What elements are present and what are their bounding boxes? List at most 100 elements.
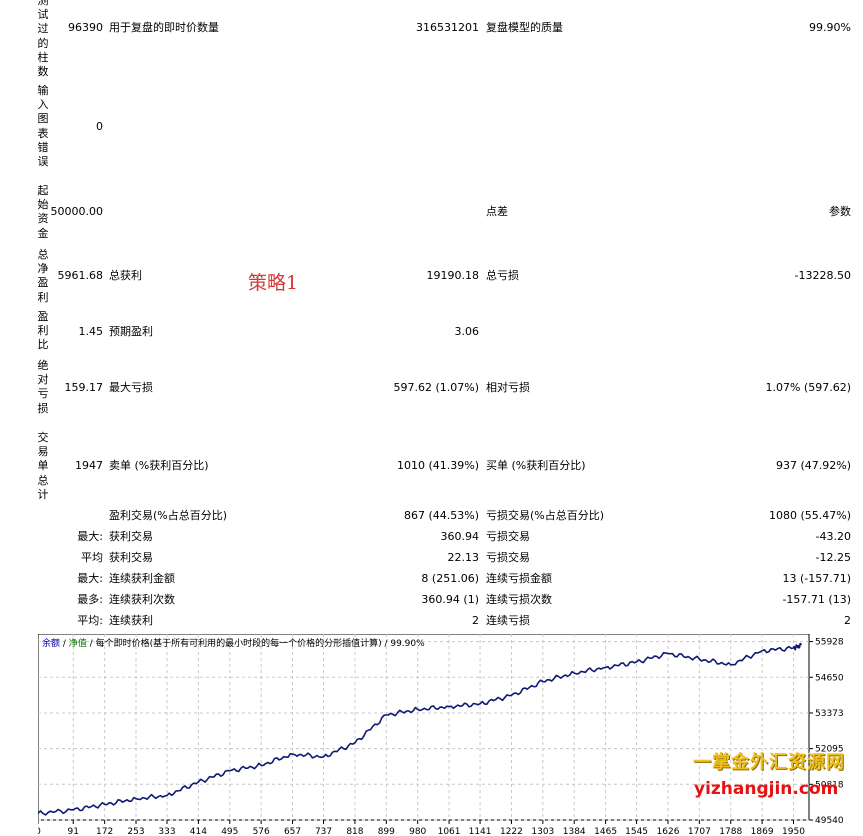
largest-profit-label: 获利交易: [109, 530, 153, 543]
short-positions-label: 卖单 (%获利百分比): [109, 459, 209, 472]
relative-drawdown-label: 相对亏损: [486, 381, 530, 394]
x-tick-label: 1061: [438, 827, 461, 836]
watermark-brand: 一掌金外汇资源网: [693, 752, 845, 773]
x-tick-label: 172: [96, 827, 113, 836]
largest-loss-label: 亏损交易: [486, 530, 530, 543]
maximal-label: 最多:: [77, 593, 103, 606]
ticks-modelled-label: 用于复盘的即时价数量: [109, 21, 219, 34]
average-profit-value: 22.13: [447, 551, 480, 564]
balance-line: [38, 642, 803, 816]
total-trades-value: 1947: [75, 459, 103, 472]
chart-errors-label: 输入图表错误: [37, 84, 49, 169]
chart-quality: 99.90%: [390, 639, 425, 649]
x-tick-label: 980: [409, 827, 426, 836]
gross-loss-label: 总亏损: [486, 269, 519, 282]
average-label: 平均: [81, 551, 103, 564]
bars-tested-label: 测试过的柱数: [37, 0, 49, 79]
gross-loss-value: -13228.50: [794, 269, 851, 282]
bars-tested-value: 96390: [68, 21, 103, 34]
long-positions-label: 买单 (%获利百分比): [486, 459, 586, 472]
x-tick-label: 1303: [531, 827, 554, 836]
consecutive-losses-count-value: -157.71 (13): [782, 593, 851, 606]
consecutive-wins-count-label: 连续获利次数: [109, 593, 175, 606]
y-tick-label: 53373: [815, 709, 844, 719]
average-consecutive-wins-value: 2: [472, 614, 479, 627]
x-tick-label: 899: [378, 827, 395, 836]
largest-profit-value: 360.94: [440, 530, 480, 543]
consecutive-losses-amount-label: 连续亏损金额: [486, 572, 552, 585]
loss-trades-value: 1080 (55.47%): [768, 509, 851, 522]
x-tick-label: 1626: [657, 827, 680, 836]
net-profit-label: 总净盈利: [37, 248, 49, 304]
total-trades-label: 交易单总计: [37, 431, 49, 501]
chart-grid: [38, 634, 809, 821]
chart-errors-value: 0: [96, 120, 103, 133]
profit-factor-value: 1.45: [78, 325, 104, 338]
ticks-modelled-value: 316531201: [416, 21, 479, 34]
average-profit-label: 获利交易: [109, 551, 153, 564]
largest-loss-value: -43.20: [815, 530, 851, 543]
profit-trades-label: 盈利交易(%占总百分比): [109, 509, 228, 522]
x-tick-label: 737: [315, 827, 332, 836]
x-tick-label: 1869: [751, 827, 774, 836]
x-tick-label: 818: [346, 827, 363, 836]
maximal-drawdown-value: 597.62 (1.07%): [393, 381, 479, 394]
x-tick-label: 1950: [782, 827, 805, 836]
x-tick-label: 1384: [563, 827, 586, 836]
watermark-url: yizhangjin.com: [694, 779, 839, 799]
largest-label: 最大:: [77, 530, 103, 543]
x-tick-label: 657: [284, 827, 301, 836]
tab-balance[interactable]: 余额: [42, 637, 60, 649]
consecutive-losses-count-label: 连续亏损次数: [486, 593, 552, 606]
loss-trades-label: 亏损交易(%占总百分比): [486, 509, 605, 522]
maximum-label: 最大:: [77, 572, 103, 585]
x-tick-label: 1222: [500, 827, 523, 836]
x-tick-label: 495: [221, 827, 238, 836]
expected-payoff-value: 3.06: [454, 325, 480, 338]
x-tick-label: 576: [253, 827, 270, 836]
header-separator: /: [87, 639, 96, 649]
absolute-drawdown-value: 159.17: [64, 381, 104, 394]
strategy-stamp: 策略1: [248, 272, 299, 294]
y-tick-label: 52095: [815, 745, 844, 755]
model-description: 每个即时价格(基于所有可利用的最小时段的每一个价格的分形插值计算): [96, 637, 382, 649]
chart-x-ticks: 0 91 172 253 333 414 495 576 657 737 818 899 980 1061…: [38, 820, 805, 836]
expected-payoff-label: 预期盈利: [109, 325, 153, 338]
x-tick-label: 91: [68, 827, 79, 836]
consecutive-wins-count-value: 360.94 (1): [421, 593, 479, 606]
model-quality-value: 99.90%: [809, 21, 851, 34]
gross-profit-label: 总获利: [109, 269, 142, 282]
chart-plot-frame: [38, 634, 810, 821]
average-consecutive-wins-label: 连续获利: [109, 614, 153, 627]
relative-drawdown-value: 1.07% (597.62): [765, 381, 851, 394]
header-separator: /: [60, 639, 69, 649]
x-tick-label: 0: [38, 827, 41, 836]
average-loss-value: -12.25: [815, 551, 851, 564]
consecutive-wins-amount-label: 连续获利金额: [109, 572, 175, 585]
average-consecutive-losses-value: 2: [844, 614, 851, 627]
x-tick-label: 1788: [719, 827, 742, 836]
consecutive-losses-amount-value: 13 (-157.71): [782, 572, 851, 585]
tab-equity[interactable]: 净值: [69, 637, 87, 649]
initial-deposit-value: 50000.00: [50, 205, 104, 218]
x-tick-label: 333: [158, 827, 175, 836]
x-tick-label: 253: [127, 827, 144, 836]
average-consecutive-label: 平均:: [77, 614, 103, 627]
spread-label: 点差: [486, 205, 508, 218]
initial-deposit-label: 起始资金: [37, 184, 49, 240]
x-tick-label: 414: [190, 827, 207, 836]
x-tick-label: 1545: [625, 827, 648, 836]
maximal-drawdown-label: 最大亏损: [109, 381, 153, 394]
net-profit-value: 5961.68: [57, 269, 104, 282]
svg-text:余额 / 净值 / 每个即时价格(基于所有可利用的最小时段的: 余额 / 净值 / 每个即时价格(基于所有可利用的最小时段的每一个价格的分形插值…: [42, 637, 425, 649]
model-quality-label: 复盘模型的质量: [486, 21, 563, 34]
short-positions-value: 1010 (41.39%): [396, 459, 479, 472]
x-tick-label: 1707: [688, 827, 711, 836]
profit-trades-value: 867 (44.53%): [403, 509, 479, 522]
header-separator: /: [382, 639, 391, 649]
y-tick-label: 49540: [815, 816, 844, 826]
y-tick-label: 50818: [815, 780, 844, 790]
balance-chart-svg: 余额 / 净值 / 每个即时价格(基于所有可利用的最小时段的每一个价格的分形插值…: [38, 634, 844, 836]
chart-y-ticks: 55928 54650 53373 52095 50818 49540: [809, 638, 844, 826]
average-consecutive-losses-label: 连续亏损: [486, 614, 530, 627]
